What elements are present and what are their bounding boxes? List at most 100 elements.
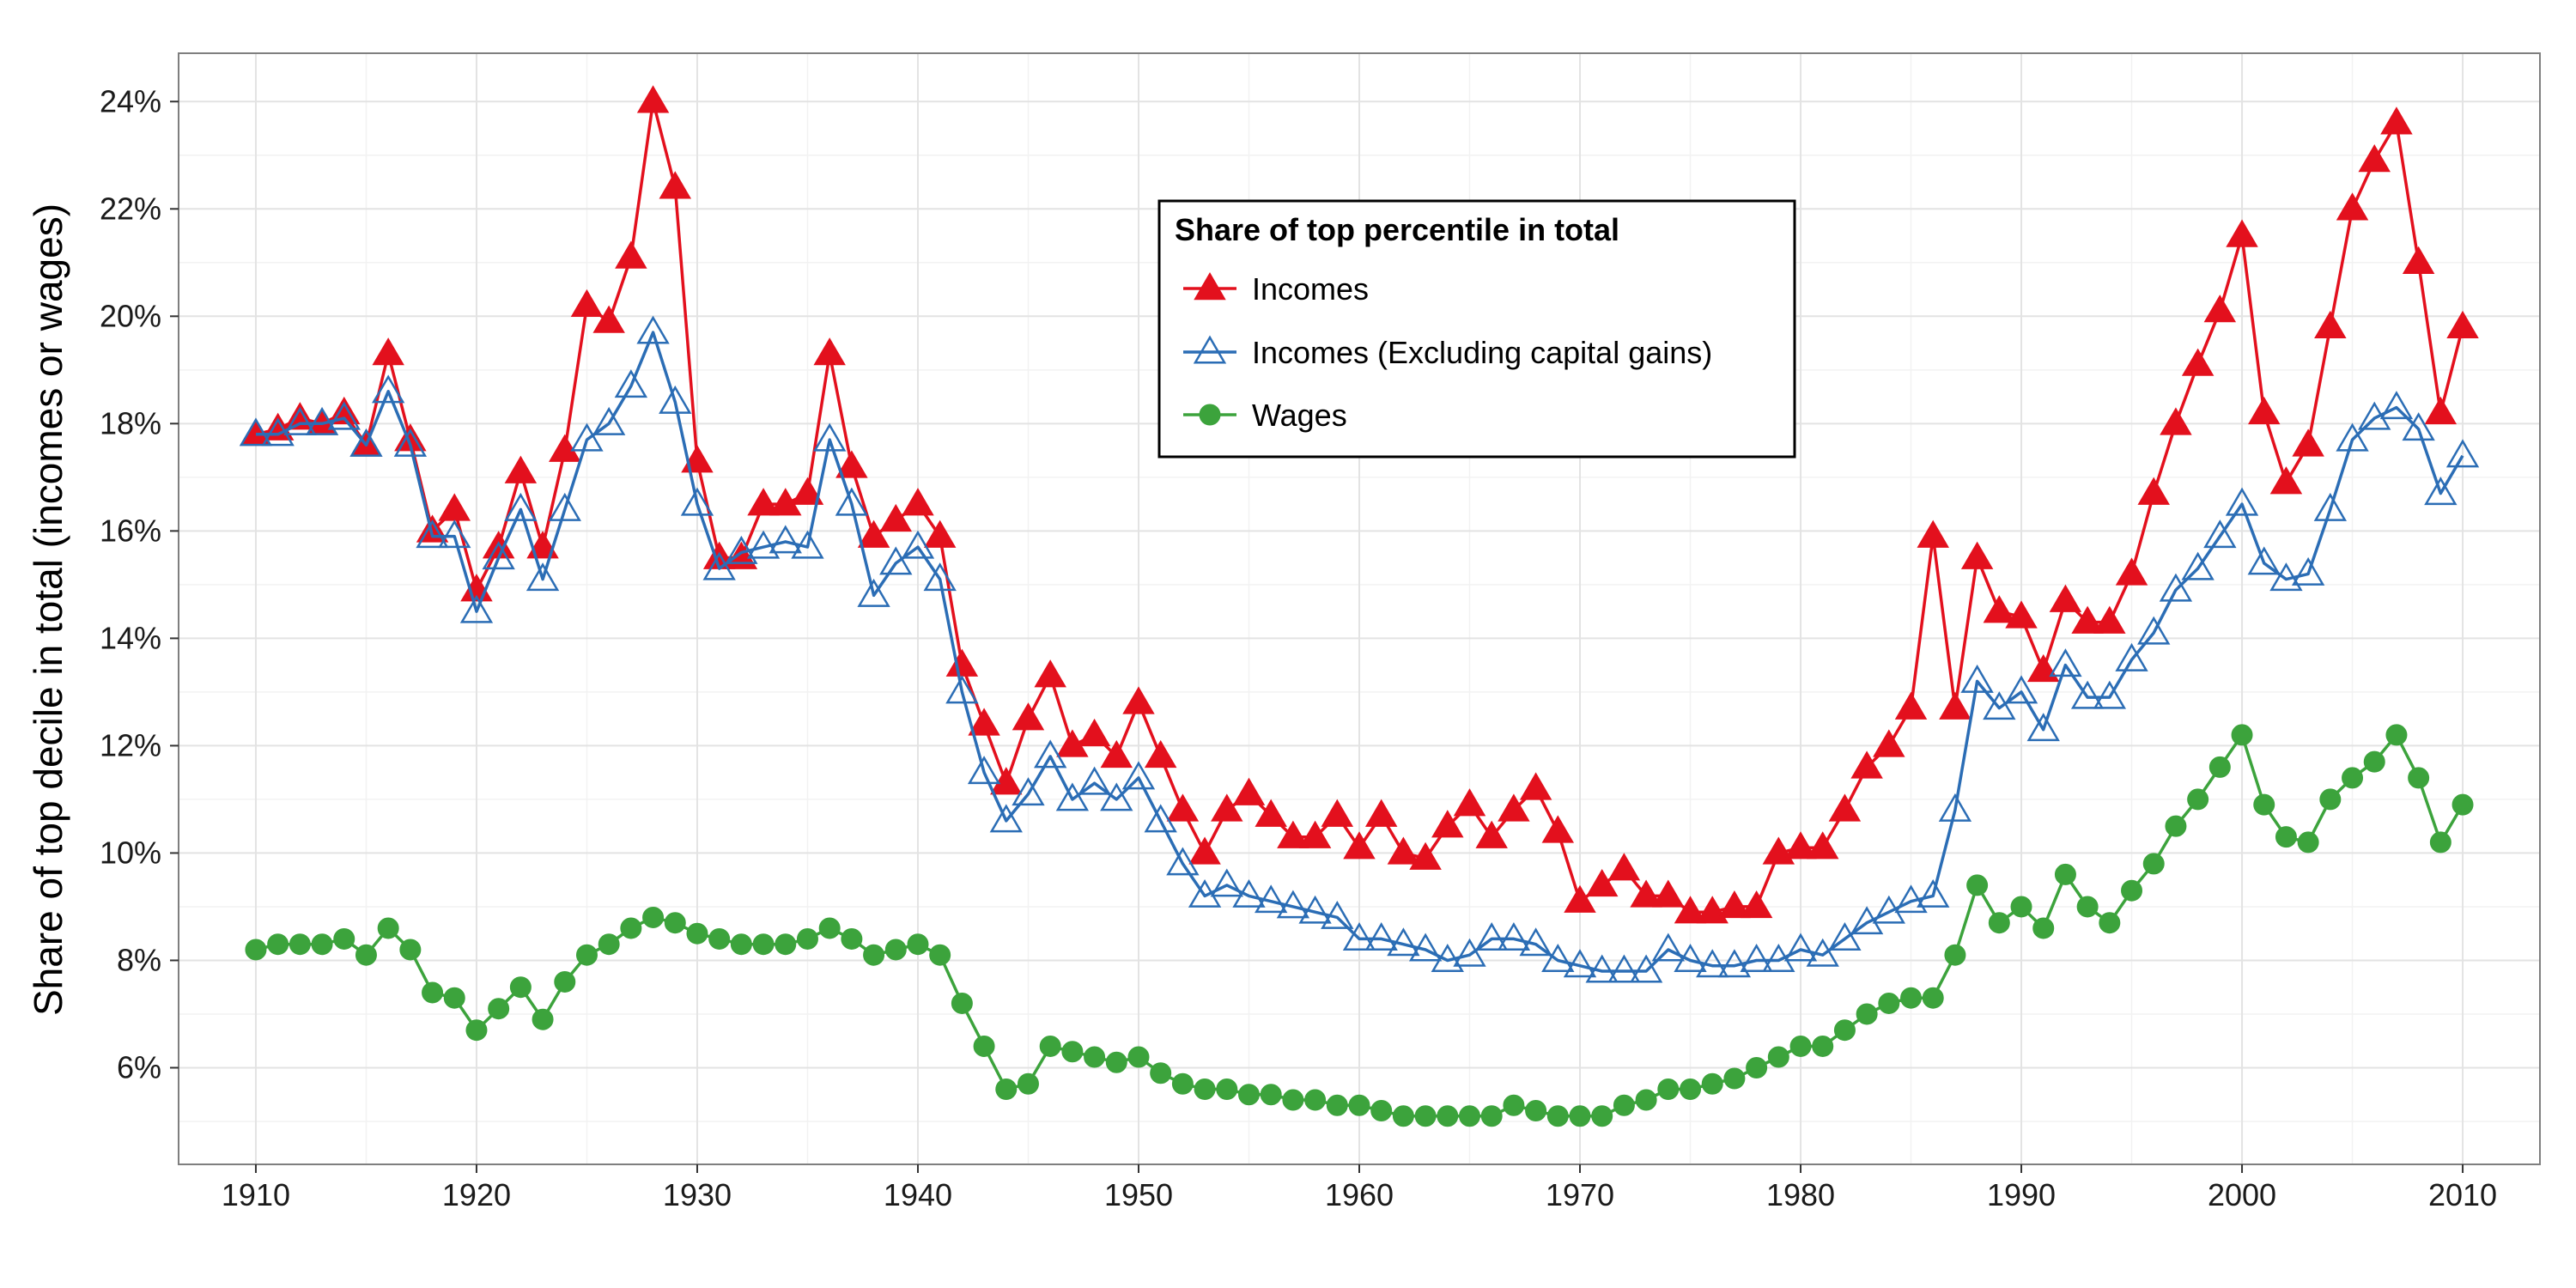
incomes-point xyxy=(636,85,670,113)
incomes-excluding-capital-gains-point xyxy=(1917,878,1950,908)
incomes-point xyxy=(2248,396,2281,425)
wages-point xyxy=(267,933,289,956)
wages-point xyxy=(422,981,444,1004)
incomes-point xyxy=(1652,879,1685,908)
incomes-excluding-capital-gains-point xyxy=(1055,782,1090,811)
incomes-excluding-capital-gains-point xyxy=(1651,933,1685,962)
y-axis: 6% 8% 10% 12% 14% 16% 18% 20% 22% 24% xyxy=(100,83,179,1084)
incomes-excluding-capital-gains-point xyxy=(1607,954,1641,983)
incomes-point xyxy=(1431,810,1464,838)
incomes-excluding-capital-gains-point xyxy=(2424,477,2458,506)
incomes-excluding-capital-gains-point xyxy=(614,369,648,398)
incomes-excluding-capital-gains-point xyxy=(813,422,847,452)
wages-point xyxy=(1127,1046,1150,1068)
incomes-excluding-capital-gains-point xyxy=(2004,675,2038,704)
wages-point xyxy=(377,917,399,939)
wages-point xyxy=(1304,1089,1327,1111)
wages-point xyxy=(1216,1078,1238,1100)
incomes-excluding-capital-gains-point xyxy=(482,541,515,570)
wages-point xyxy=(1392,1105,1414,1127)
y-tick-label: 16% xyxy=(100,513,161,548)
series-incomes xyxy=(240,85,2479,924)
incomes-point xyxy=(2160,407,2192,435)
incomes-excluding-capital-gains-point xyxy=(1497,921,1531,951)
incomes-excluding-capital-gains-point xyxy=(1232,878,1266,908)
incomes-point xyxy=(1100,739,1133,769)
incomes-point xyxy=(372,337,404,366)
incomes-excluding-capital-gains-point xyxy=(349,428,383,457)
legend-key-marker xyxy=(1199,404,1221,426)
incomes-point xyxy=(1387,836,1420,865)
wages-point xyxy=(1966,874,1989,896)
incomes-excluding-capital-gains-point xyxy=(1938,793,1972,822)
incomes-excluding-capital-gains-point xyxy=(504,492,538,521)
incomes-excluding-capital-gains-point xyxy=(526,562,560,592)
wages-point xyxy=(796,927,818,950)
incomes-excluding-capital-gains-point xyxy=(393,428,428,457)
incomes-point xyxy=(592,305,625,333)
incomes-excluding-capital-gains-point xyxy=(1078,766,1111,795)
incomes-point xyxy=(2005,600,2038,629)
y-tick-label: 10% xyxy=(100,835,161,870)
incomes-point xyxy=(1630,879,1662,908)
incomes-excluding-capital-gains-point xyxy=(1563,949,1597,978)
wages-point xyxy=(1680,1078,1702,1100)
incomes-point xyxy=(2358,144,2391,173)
wages-point xyxy=(2142,853,2165,875)
legend-entries: Incomes Incomes (Excluding capital gains)… xyxy=(1183,271,1712,433)
wages-point xyxy=(598,933,620,956)
x-tick-label: 2010 xyxy=(2428,1177,2497,1212)
wages-point xyxy=(554,970,576,993)
legend-box xyxy=(1157,199,1796,459)
y-tick-label: 8% xyxy=(117,942,161,977)
x-tick-label: 1910 xyxy=(222,1177,290,1212)
incomes-point xyxy=(1960,541,1994,569)
incomes-point xyxy=(504,455,538,483)
incomes-point xyxy=(2269,466,2303,495)
wages-point xyxy=(2408,767,2430,789)
incomes-excluding-capital-gains-point xyxy=(901,530,935,559)
incomes-excluding-capital-gains-point xyxy=(1519,927,1552,957)
wages-point xyxy=(1789,1035,1812,1057)
wages-point xyxy=(2076,896,2099,918)
incomes-excluding-capital-gains-point xyxy=(1629,954,1663,983)
incomes-point xyxy=(1078,718,1111,747)
wages-point xyxy=(1657,1078,1680,1100)
x-tick-label: 1970 xyxy=(1546,1177,1614,1212)
incomes-point xyxy=(570,289,604,318)
incomes-excluding-capital-gains-point xyxy=(1364,921,1398,951)
incomes-excluding-capital-gains-point xyxy=(1342,921,1376,951)
wages-point xyxy=(465,1019,488,1042)
wages-point xyxy=(995,1078,1018,1100)
wages-point xyxy=(2187,788,2209,811)
incomes-point xyxy=(1718,890,1751,919)
incomes-excluding-capital-gains-point xyxy=(1034,739,1067,769)
incomes-point xyxy=(1784,831,1817,860)
y-tick-label: 24% xyxy=(100,83,161,118)
wages-point xyxy=(1723,1067,1746,1090)
wages-point xyxy=(2121,879,2143,902)
wages-point xyxy=(575,944,598,966)
incomes-point xyxy=(1232,777,1266,805)
incomes-point xyxy=(1364,799,1398,827)
incomes-point xyxy=(1255,799,1287,827)
wages-point xyxy=(1326,1094,1348,1116)
x-tick-label: 1930 xyxy=(663,1177,732,1212)
wages-point xyxy=(730,933,752,956)
incomes-point xyxy=(2026,653,2060,683)
wages-point xyxy=(2054,863,2076,885)
wages-point xyxy=(1017,1072,1039,1095)
incomes-point xyxy=(1564,884,1596,913)
incomes-point xyxy=(2446,310,2479,339)
incomes-excluding-capital-gains-point xyxy=(945,675,979,704)
wages-point xyxy=(1833,1019,1856,1042)
incomes-excluding-capital-gains-point xyxy=(702,551,736,580)
incomes-excluding-capital-gains-point xyxy=(371,374,405,404)
incomes-excluding-capital-gains-point xyxy=(2115,642,2148,671)
y-tick-label: 6% xyxy=(117,1049,161,1084)
wages-point xyxy=(752,933,775,956)
incomes-excluding-capital-gains-point xyxy=(2049,648,2082,677)
wages-point xyxy=(509,976,532,999)
incomes-point xyxy=(2226,219,2258,247)
incomes-excluding-capital-gains-point xyxy=(835,487,869,516)
